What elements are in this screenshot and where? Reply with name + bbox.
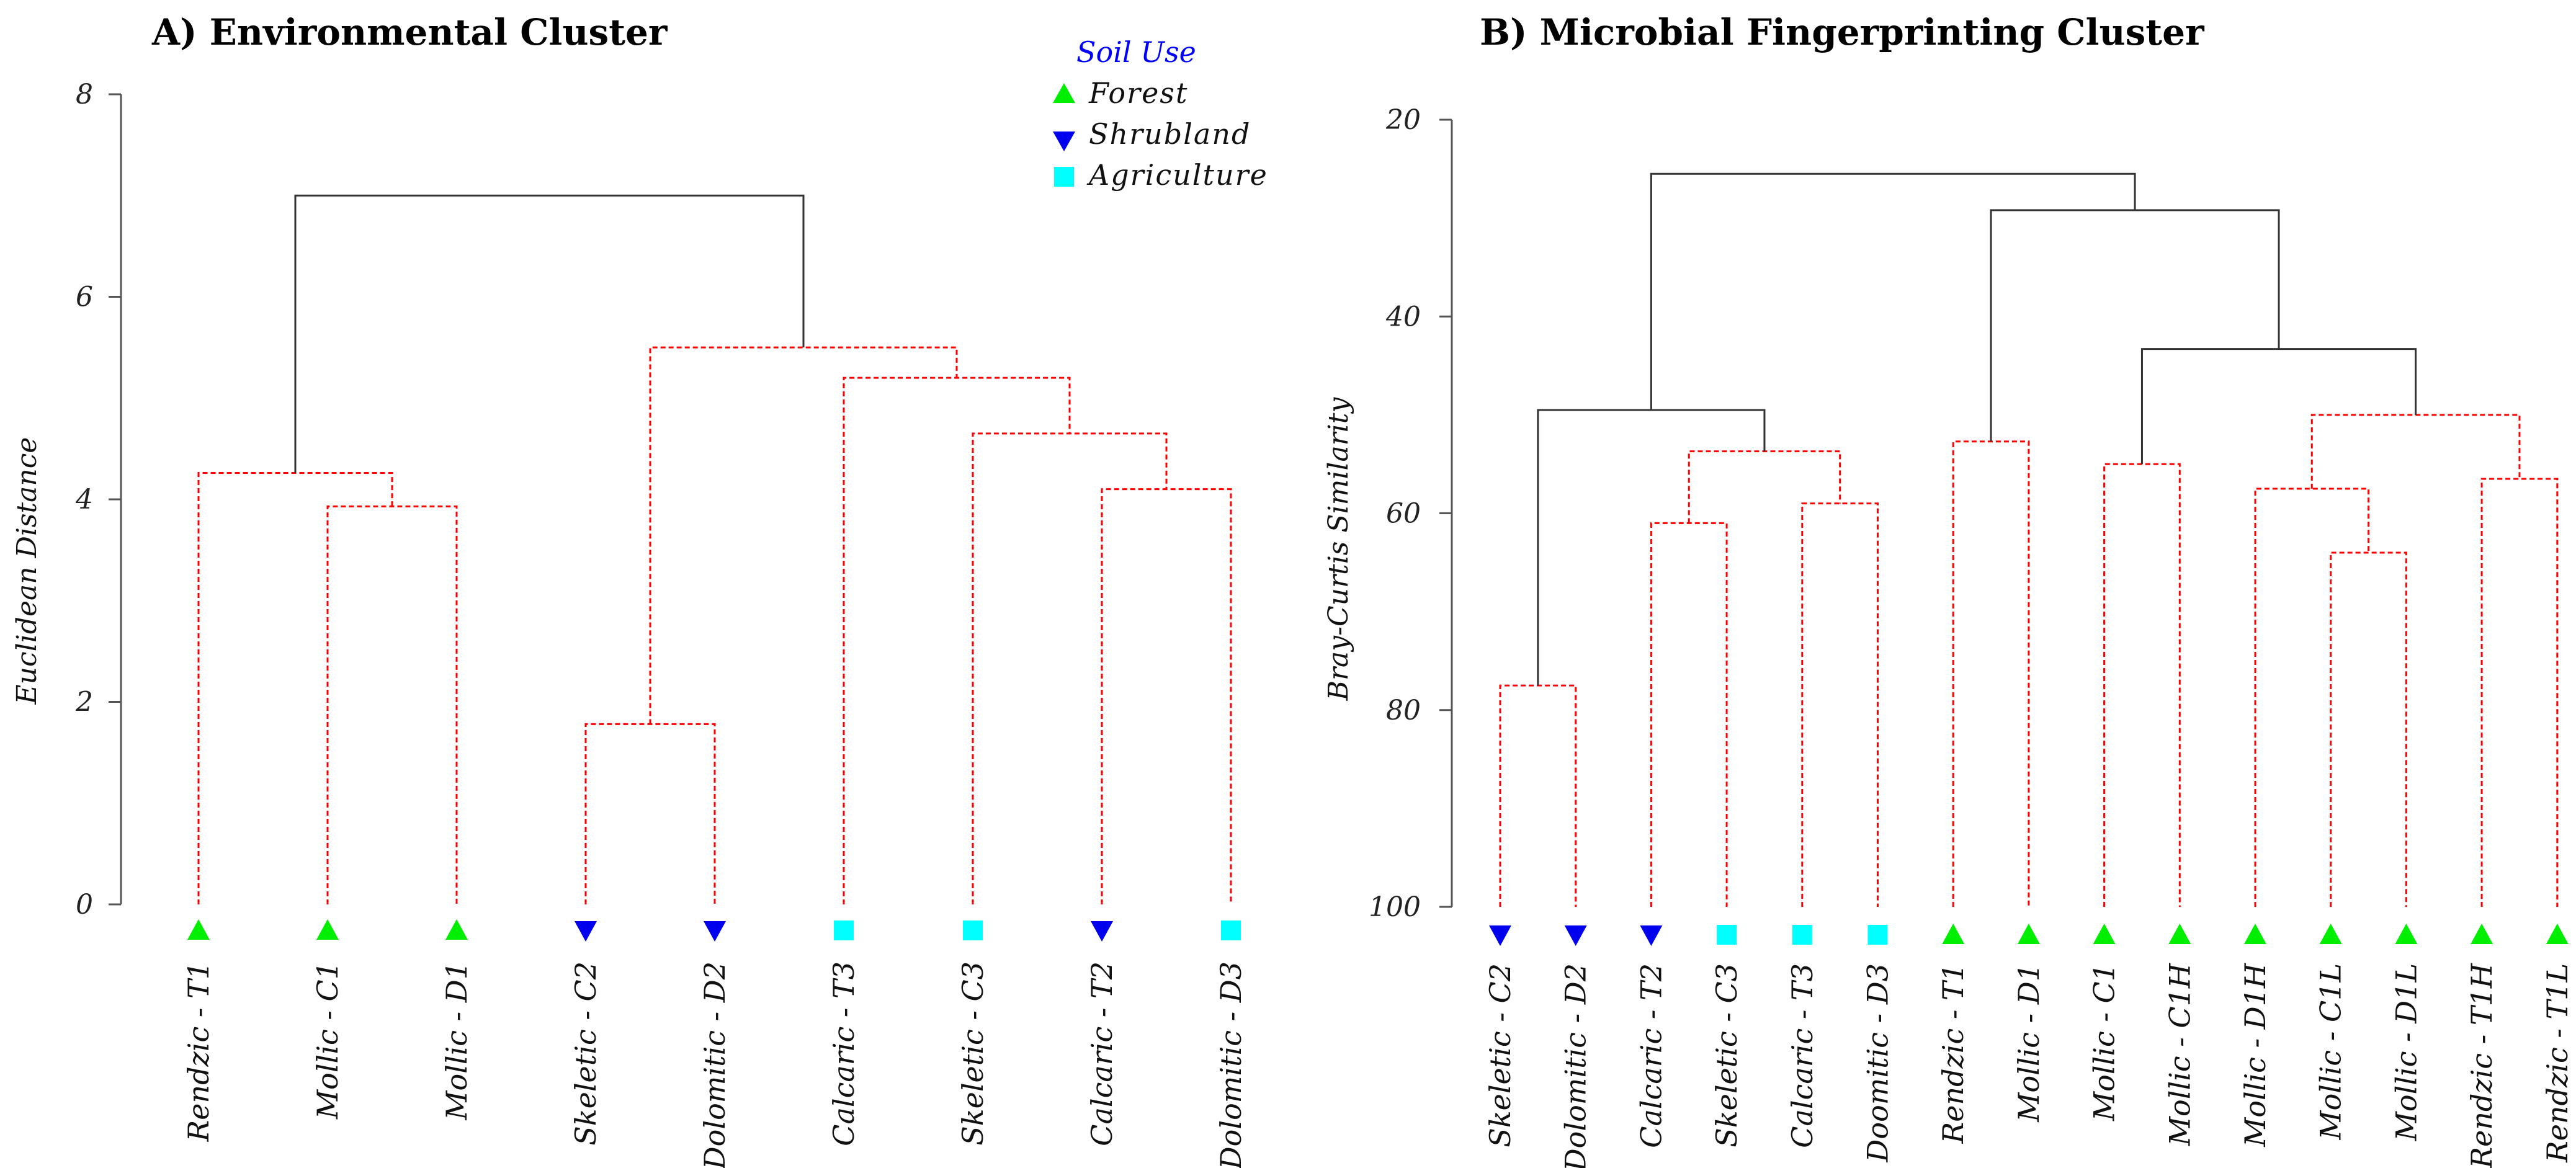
- leaf-marker-mollic-c1: [2093, 924, 2116, 944]
- leaf-label-mollic-c1: Mollic - C1: [2088, 963, 2121, 1121]
- y-tick-label: 0: [76, 889, 93, 921]
- dendrogram-link: [197, 472, 393, 904]
- leaf-label-dolomitic-d2: Dolomitic - D2: [1559, 963, 1593, 1168]
- dendrogram-link: [1650, 172, 2136, 410]
- leaf-label-calcaric-t3: Calcaric - T3: [827, 961, 861, 1146]
- leaf-label-skeletic-c3: Skeletic - C3: [1710, 963, 1743, 1148]
- dendrogram-link: [1688, 450, 1841, 524]
- leaf-label-mollic-d1l: Mollic - D1L: [2389, 963, 2423, 1141]
- dendrogram-link: [584, 723, 716, 904]
- dendrogram-link: [2310, 414, 2521, 489]
- leaf-label-calcaric-t2: Calcaric - T2: [1085, 961, 1119, 1146]
- dendrogram-link: [843, 377, 1071, 904]
- dendrogram-link: [1499, 684, 1577, 907]
- panel-b-y-axis-label: Bray-Curtis Similarity: [1323, 397, 1354, 702]
- leaf-marker-mollic-c1h: [2168, 924, 2191, 944]
- leaf-marker-mollic-d1: [445, 919, 468, 940]
- leaf-label-mollic-d1: Mollic - D1: [440, 961, 473, 1121]
- dendrogram-link: [1990, 209, 2280, 442]
- leaf-marker-calcaric-t2: [1640, 925, 1663, 946]
- legend-label-forest: Forest: [1088, 76, 1188, 110]
- panel-microbial-cluster: B) Microbial Fingerprinting Cluster Bray…: [1323, 11, 2574, 1168]
- leaf-marker-rendzic-t1: [1942, 924, 1965, 944]
- dendrogram-link: [326, 505, 458, 904]
- legend-item-shrubland: Shrubland: [1053, 117, 1251, 151]
- leaf-marker-dolomitic-d2: [1564, 925, 1587, 946]
- y-tick-label: 60: [1386, 498, 1421, 530]
- panel-b-title: B) Microbial Fingerprinting Cluster: [1480, 11, 2205, 53]
- panel-environmental-cluster: A) Environmental Cluster Euclidean Dista…: [11, 11, 1248, 1168]
- leaf-label-dolomitic-d2: Dolomitic - D2: [698, 961, 731, 1168]
- leaf-label-mollic-c1: Mollic - C1: [311, 961, 344, 1120]
- y-tick-label: 4: [75, 484, 93, 515]
- leaf-label-rendzic-t1h: Rendzic - T1H: [2465, 963, 2498, 1168]
- dendrogram-link: [2140, 348, 2417, 465]
- leaf-label-skeletic-c2: Skeletic - C2: [1483, 963, 1517, 1148]
- leaf-marker-skeletic-c2: [1489, 925, 1511, 946]
- leaf-marker-mollic-d1l: [2395, 924, 2418, 944]
- leaf-label-mollic-c1h: Mollic - C1H: [2163, 963, 2196, 1146]
- leaf-marker-doomitic-d3: [1867, 925, 1888, 945]
- dendrogram-link: [294, 194, 805, 473]
- agriculture-square-icon: [1054, 167, 1074, 187]
- legend-item-forest: Forest: [1053, 76, 1188, 110]
- leaf-marker-dolomitic-d2: [704, 921, 726, 942]
- leaf-marker-mollic-c1: [316, 919, 339, 940]
- legend: Soil Use Forest Shrubland Agriculture: [1053, 35, 1268, 192]
- leaf-label-mollic-c1l: Mollic - C1L: [2314, 963, 2348, 1141]
- leaf-marker-calcaric-t3: [1792, 925, 1812, 945]
- leaf-label-skeletic-c2: Skeletic - C2: [569, 961, 602, 1146]
- leaf-marker-skeletic-c3: [963, 921, 983, 940]
- panel-a-y-axis-label: Euclidean Distance: [11, 437, 43, 705]
- leaf-label-mollic-d1h: Mollic - D1H: [2238, 963, 2272, 1148]
- dendrogram-link: [2103, 463, 2181, 907]
- leaf-label-doomitic-d3: Doomitic - D3: [1861, 963, 1895, 1163]
- leaf-label-mollic-d1: Mollic - D1: [2012, 963, 2046, 1123]
- leaf-label-calcaric-t3: Calcaric - T3: [1786, 963, 1819, 1148]
- dendrogram-link: [1801, 502, 1879, 907]
- leaf-label-rendzic-t1l: Rendzic - T1L: [2541, 963, 2574, 1163]
- legend-label-agriculture: Agriculture: [1086, 158, 1268, 192]
- leaf-label-rendzic-t1: Rendzic - T1: [1936, 963, 1970, 1144]
- leaf-marker-rendzic-t1h: [2471, 924, 2493, 944]
- y-tick-label: 20: [1385, 104, 1421, 136]
- leaf-label-calcaric-t2: Calcaric - T2: [1634, 963, 1668, 1148]
- legend-title: Soil Use: [1076, 35, 1196, 69]
- leaf-label-dolomitic-d3: Dolomitic - D3: [1214, 961, 1248, 1168]
- leaf-marker-skeletic-c3: [1717, 925, 1737, 945]
- leaf-marker-mollic-c1l: [2319, 924, 2342, 944]
- leaf-marker-mollic-d1: [2017, 924, 2040, 944]
- panel-a-title: A) Environmental Cluster: [151, 11, 668, 53]
- dendrogram-link: [2480, 478, 2559, 907]
- dendrogram-link: [972, 432, 1168, 904]
- leaf-marker-rendzic-t1: [187, 919, 210, 940]
- legend-item-agriculture: Agriculture: [1054, 158, 1268, 192]
- y-tick-label: 80: [1386, 695, 1421, 726]
- leaf-label-skeletic-c3: Skeletic - C3: [956, 961, 990, 1146]
- y-tick-label: 8: [76, 79, 93, 110]
- dendrogram-link: [2330, 551, 2407, 907]
- dendrogram-link: [2254, 488, 2370, 907]
- y-tick-label: 40: [1385, 301, 1421, 332]
- y-tick-label: 2: [75, 687, 93, 718]
- leaf-marker-skeletic-c2: [575, 921, 597, 942]
- dendrogram-link: [1952, 440, 2030, 907]
- dendrogram-link: [1101, 488, 1232, 904]
- dendrogram-link: [649, 346, 958, 724]
- leaf-marker-calcaric-t2: [1091, 921, 1113, 942]
- leaf-marker-dolomitic-d3: [1221, 921, 1241, 940]
- leaf-label-rendzic-t1: Rendzic - T1: [182, 961, 215, 1142]
- legend-label-shrubland: Shrubland: [1089, 117, 1251, 151]
- leaf-marker-calcaric-t3: [834, 921, 854, 940]
- leaf-marker-rendzic-t1l: [2546, 924, 2569, 944]
- shrubland-triangle-icon: [1053, 132, 1075, 151]
- y-tick-label: 100: [1369, 891, 1421, 923]
- dendrogram-link: [1537, 409, 1766, 686]
- y-tick-label: 6: [76, 282, 93, 313]
- leaf-marker-mollic-d1h: [2244, 924, 2266, 944]
- forest-triangle-icon: [1053, 83, 1075, 103]
- dendrogram-link: [1650, 522, 1728, 907]
